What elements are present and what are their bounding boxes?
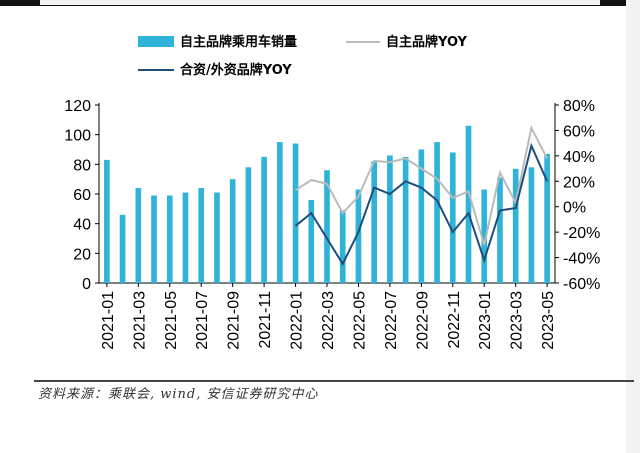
bar [449,152,456,283]
x-tick-label: 2023-03 [509,291,526,350]
bar [198,188,205,283]
x-tick-label: 2022-05 [351,291,368,350]
bar [245,167,252,283]
bar [308,199,315,283]
left-tick-label: 80 [73,157,91,174]
bar [434,142,440,283]
bar [104,159,110,283]
bar [324,170,330,283]
legend-bar-label: 自主品牌乘用车销量 [180,34,297,50]
bar [339,210,346,283]
bar [151,195,157,283]
separator-line [34,380,634,382]
right-tick-label: 20% [563,174,595,191]
x-tick-label: 2023-05 [540,291,557,350]
top-clipped-strip [40,0,600,5]
right-tick-label: -60% [563,276,600,293]
x-tick-label: 2022-11 [446,291,463,349]
right-tick-label: -40% [563,251,600,268]
left-tick-label: 20 [73,246,91,263]
x-tick-label: 2022-01 [289,291,306,350]
bar [544,153,550,283]
x-tick-label: 2021-01 [100,291,117,350]
legend: 自主品牌乘用车销量 自主品牌YOY 合资/外资品牌YOY [138,34,468,78]
source-note: 资料来源：乘联会, wind, 安信证券研究中心 [38,387,319,402]
x-tick-label: 2021-11 [257,291,274,349]
bar [402,156,409,283]
x-tick-label: 2022-03 [320,291,337,350]
bar [292,143,299,283]
legend-line1-label: 自主品牌YOY [386,34,468,50]
series-line-2 [294,142,549,266]
left-tick-label: 60 [73,187,91,204]
right-margin [626,0,640,453]
bar [418,149,425,283]
legend-bar-swatch [138,36,174,47]
right-tick-label: 80% [563,98,595,115]
bar [387,155,393,283]
chart-svg: 自主品牌乘用车销量 自主品牌YOY 合资/外资品牌YOY 0 20 40 60 80 10… [64,34,600,350]
bar [355,189,362,283]
x-tick-label: 2021-05 [163,291,180,350]
bar [135,188,142,283]
left-tick-label: 100 [64,128,91,145]
plot-area: 0 20 40 60 80 100 120 -60% -40% -20% 0% 20% 40% 60% 80… [64,98,600,350]
bar [119,214,126,283]
bar [465,125,472,284]
bar [371,161,378,283]
legend-line2-label: 合资/外资品牌YOY [180,62,292,78]
x-tick-label: 2022-07 [383,291,400,350]
bar [229,179,236,283]
x-tick-label: 2021-09 [226,291,243,350]
x-tick-label: 2023-01 [477,291,494,350]
bar [481,189,488,283]
right-tick-label: 40% [563,149,595,166]
left-tick-label: 40 [73,217,91,234]
x-tick-label: 2022-09 [414,291,431,350]
right-tick-label: 0% [563,200,586,217]
bar [497,177,503,283]
bar [214,192,220,283]
bar [512,168,519,283]
bar [528,167,535,283]
bar [166,195,173,283]
bar [182,192,189,283]
bar [276,142,283,283]
left-tick-label: 0 [82,276,91,293]
right-tick-label: -20% [563,225,600,242]
bar [261,156,267,283]
series-line-1 [295,124,548,246]
x-tick-label: 2021-07 [194,291,211,350]
x-tick-label: 2021-03 [131,291,148,350]
left-tick-label: 120 [64,98,91,115]
right-tick-label: 60% [563,123,595,140]
